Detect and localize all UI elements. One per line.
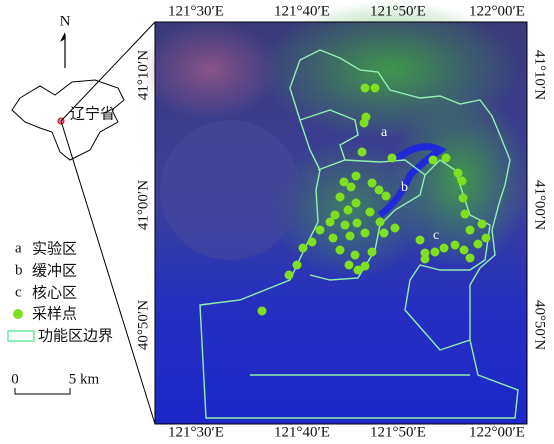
sample-point [336, 246, 345, 255]
sample-point [382, 192, 391, 201]
lon-label: 121°30′E [168, 3, 224, 19]
sample-point [285, 271, 294, 280]
sample-point [329, 234, 338, 243]
lon-label: 121°40′E [274, 424, 330, 440]
sample-point [460, 246, 469, 255]
lon-label: 122°00′E [469, 424, 525, 440]
sample-point [459, 194, 468, 203]
scale-bar: 0 5 km [11, 371, 99, 394]
sample-point [466, 254, 475, 263]
legend-label: 缓冲区 [32, 262, 77, 280]
sample-point [344, 206, 353, 215]
sample-point [454, 169, 463, 178]
legend-key: a [15, 240, 22, 256]
sample-point [478, 220, 487, 229]
scale-label: 0 [11, 371, 19, 387]
sample-point [451, 241, 460, 250]
legend-boundary-symbol [8, 331, 34, 341]
sample-point [461, 210, 470, 219]
sample-point [336, 193, 345, 202]
inset-map: 辽宁省 [12, 22, 155, 424]
sample-point [474, 240, 483, 249]
lat-label: 40°50′N [135, 300, 151, 350]
scale-label: 5 km [69, 371, 100, 387]
sample-point [416, 236, 425, 245]
sample-point [360, 119, 369, 128]
sample-point [352, 172, 361, 181]
sample-point [368, 179, 377, 188]
sample-point [341, 221, 350, 230]
lat-label: 41°00′N [135, 180, 151, 230]
north-arrow: N [60, 13, 71, 68]
lon-label: 121°50′E [370, 424, 426, 440]
sample-point [442, 154, 451, 163]
lon-label: 121°40′E [274, 3, 330, 19]
legend-label: 核心区 [32, 284, 77, 302]
lon-label: 121°50′E [370, 3, 426, 19]
sample-point [258, 307, 267, 316]
sample-point [458, 177, 467, 186]
sample-point [299, 244, 308, 253]
sample-point [366, 208, 375, 217]
sample-point [354, 266, 363, 275]
zone-label: b [401, 180, 408, 195]
sample-point [353, 219, 362, 228]
legend-label: 实验区 [32, 240, 77, 258]
zone-label: c [433, 228, 439, 243]
sample-point [421, 255, 430, 264]
north-label: N [60, 13, 71, 29]
sample-point [388, 154, 397, 163]
sample-point [431, 248, 440, 257]
legend-point-symbol [13, 309, 23, 319]
lat-label: 41°10′N [532, 50, 548, 100]
map-figure: a b c 121°30′E 121°40′E 121°50′E 122°00′… [0, 0, 554, 444]
legend: a 实验区 b 缓冲区 c 核心区 采样点 功能区边界 [8, 240, 113, 345]
sample-point [346, 232, 355, 241]
sample-point [429, 156, 438, 165]
sample-point [361, 229, 370, 238]
sample-point [375, 186, 384, 195]
sample-point [482, 234, 491, 243]
lat-label: 41°00′N [532, 180, 548, 230]
sample-point [352, 199, 361, 208]
sample-point [466, 226, 475, 235]
sample-point [308, 238, 317, 247]
lat-label: 40°50′N [532, 300, 548, 350]
lon-label: 121°30′E [168, 424, 224, 440]
sample-point [361, 84, 370, 93]
legend-key: c [15, 284, 22, 300]
zone-label: a [381, 125, 388, 140]
sample-point [368, 248, 377, 257]
lon-label: 122°00′E [469, 3, 525, 19]
lat-label: 41°10′N [135, 50, 151, 100]
sample-point [316, 226, 325, 235]
sample-point [440, 244, 449, 253]
sample-point [345, 261, 354, 270]
sample-point [391, 224, 400, 233]
sample-point [351, 251, 360, 260]
sample-point [326, 218, 335, 227]
sample-point [380, 229, 389, 238]
sample-point [358, 148, 367, 157]
sample-point [376, 218, 385, 227]
legend-key: b [15, 262, 23, 278]
sample-point [347, 183, 356, 192]
province-label: 辽宁省 [70, 105, 115, 123]
sample-point [371, 84, 380, 93]
sample-point [293, 261, 302, 270]
legend-label: 功能区边界 [38, 327, 113, 345]
legend-label: 采样点 [32, 305, 77, 323]
